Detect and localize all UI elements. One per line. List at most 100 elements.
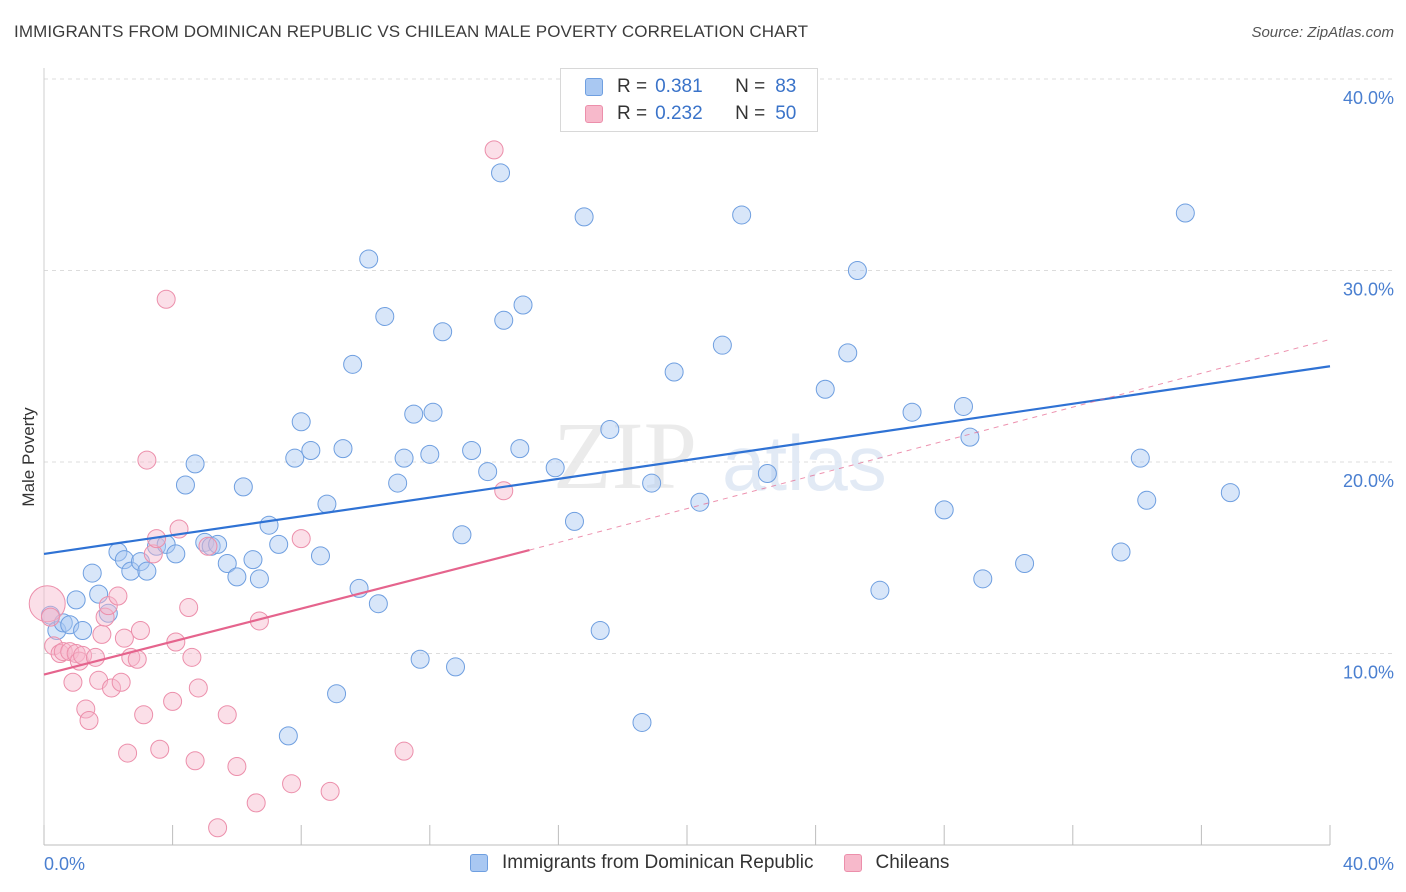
- bottom-legend-swatch-chilean: [843, 854, 862, 872]
- legend-row-chilean: R = 0.232 N = 50: [585, 102, 796, 126]
- point-dominican: [934, 500, 954, 520]
- series-dominican-points: [40, 163, 1240, 746]
- y-tick-label: 40.0%: [1343, 88, 1394, 108]
- point-dominican: [82, 563, 102, 583]
- point-dominican: [166, 544, 186, 564]
- point-chilean: [130, 621, 150, 641]
- point-dominican: [423, 402, 443, 422]
- point-chilean: [108, 586, 128, 606]
- point-dominican: [838, 343, 858, 363]
- bottom-legend: Immigrants from Dominican Republic Chile…: [470, 852, 979, 874]
- legend-n-label: N =: [735, 76, 766, 97]
- legend-row-dominican: R = 0.381 N = 83: [585, 75, 796, 99]
- point-dominican: [491, 163, 511, 183]
- point-dominican: [513, 295, 533, 315]
- point-chilean: [188, 678, 208, 698]
- point-dominican: [712, 335, 732, 355]
- point-chilean: [79, 711, 99, 731]
- point-dominican: [233, 477, 253, 497]
- point-dominican: [359, 249, 379, 269]
- point-chilean: [217, 705, 237, 725]
- x-tick-label: 40.0%: [1343, 854, 1394, 874]
- point-chilean: [95, 607, 115, 627]
- point-dominican: [1220, 483, 1240, 503]
- point-dominican: [690, 492, 710, 512]
- bottom-legend-chilean: Chileans: [843, 852, 950, 874]
- point-dominican: [446, 657, 466, 677]
- point-dominican: [114, 550, 134, 570]
- point-dominican: [574, 207, 594, 227]
- bottom-legend-label-chilean: Chileans: [875, 852, 950, 873]
- x-tick-labels: 0.0% 40.0%: [44, 854, 1394, 874]
- legend-r-label: R =: [617, 103, 648, 124]
- point-chilean: [118, 743, 138, 763]
- point-dominican: [259, 515, 279, 535]
- point-dominican: [902, 402, 922, 422]
- point-dominican: [632, 712, 652, 732]
- point-dominican: [1015, 553, 1035, 573]
- legend-swatch-dominican: [585, 78, 603, 96]
- point-dominican: [973, 569, 993, 589]
- trend-line-dominican: [43, 365, 1331, 556]
- point-dominican: [217, 553, 237, 573]
- point-chilean: [291, 529, 311, 549]
- y-tick-label: 30.0%: [1343, 280, 1394, 300]
- point-dominican: [1175, 203, 1195, 223]
- trend-line-chilean: [43, 549, 530, 676]
- legend-n-value: 50: [775, 103, 797, 124]
- point-dominican: [757, 463, 777, 483]
- point-dominican: [121, 561, 141, 581]
- y-tick-label: 10.0%: [1343, 663, 1394, 683]
- point-dominican: [208, 534, 228, 554]
- point-dominican: [249, 569, 269, 589]
- point-chilean: [111, 672, 131, 692]
- point-dominican: [1137, 490, 1157, 510]
- point-dominican: [404, 404, 424, 424]
- trend-line-chilean-extrapolated: [529, 338, 1331, 551]
- point-chilean: [282, 774, 302, 794]
- point-dominican: [291, 412, 311, 432]
- point-dominican: [870, 580, 890, 600]
- point-dominican: [317, 494, 337, 514]
- legend: R = 0.381 N = 83 R = 0.232 N = 50: [560, 68, 818, 132]
- bottom-legend-swatch-dominican: [470, 854, 488, 872]
- grid-lines: [44, 78, 1394, 654]
- trend-lines: [43, 338, 1331, 676]
- point-dominican: [227, 567, 247, 587]
- point-dominican: [510, 439, 530, 459]
- point-dominican: [960, 427, 980, 447]
- point-dominican: [600, 419, 620, 439]
- point-dominican: [310, 546, 330, 566]
- point-dominican: [462, 441, 482, 461]
- point-dominican: [953, 396, 973, 416]
- bottom-legend-label-dominican: Immigrants from Dominican Republic: [502, 852, 814, 873]
- chart-title: IMMIGRANTS FROM DOMINICAN REPUBLIC VS CH…: [14, 22, 809, 41]
- point-dominican: [73, 621, 93, 641]
- y-tick-labels: 10.0% 20.0% 30.0% 40.0%: [1343, 88, 1394, 683]
- point-dominican: [137, 561, 157, 581]
- point-dominican: [452, 525, 472, 545]
- point-chilean: [227, 756, 247, 776]
- point-dominican: [1130, 448, 1150, 468]
- point-chilean: [494, 481, 514, 501]
- point-chilean: [63, 672, 83, 692]
- point-chilean: [60, 642, 80, 662]
- point-dominican: [732, 205, 752, 225]
- point-dominican: [53, 613, 73, 633]
- point-chilean: [182, 647, 202, 667]
- point-chilean: [66, 644, 86, 663]
- point-chilean: [137, 450, 157, 470]
- watermark-zip: ZIP: [553, 402, 697, 509]
- point-chilean: [198, 536, 218, 556]
- point-chilean: [320, 781, 340, 801]
- point-dominican: [278, 726, 298, 746]
- point-chilean: [185, 751, 205, 771]
- legend-swatch-chilean: [585, 105, 603, 123]
- point-chilean: [92, 624, 112, 644]
- point-dominican: [847, 261, 867, 280]
- point-dominican: [388, 473, 408, 493]
- series-chilean-points: [28, 140, 514, 838]
- point-chilean: [114, 628, 134, 648]
- point-chilean: [50, 644, 70, 663]
- point-dominican: [98, 603, 118, 623]
